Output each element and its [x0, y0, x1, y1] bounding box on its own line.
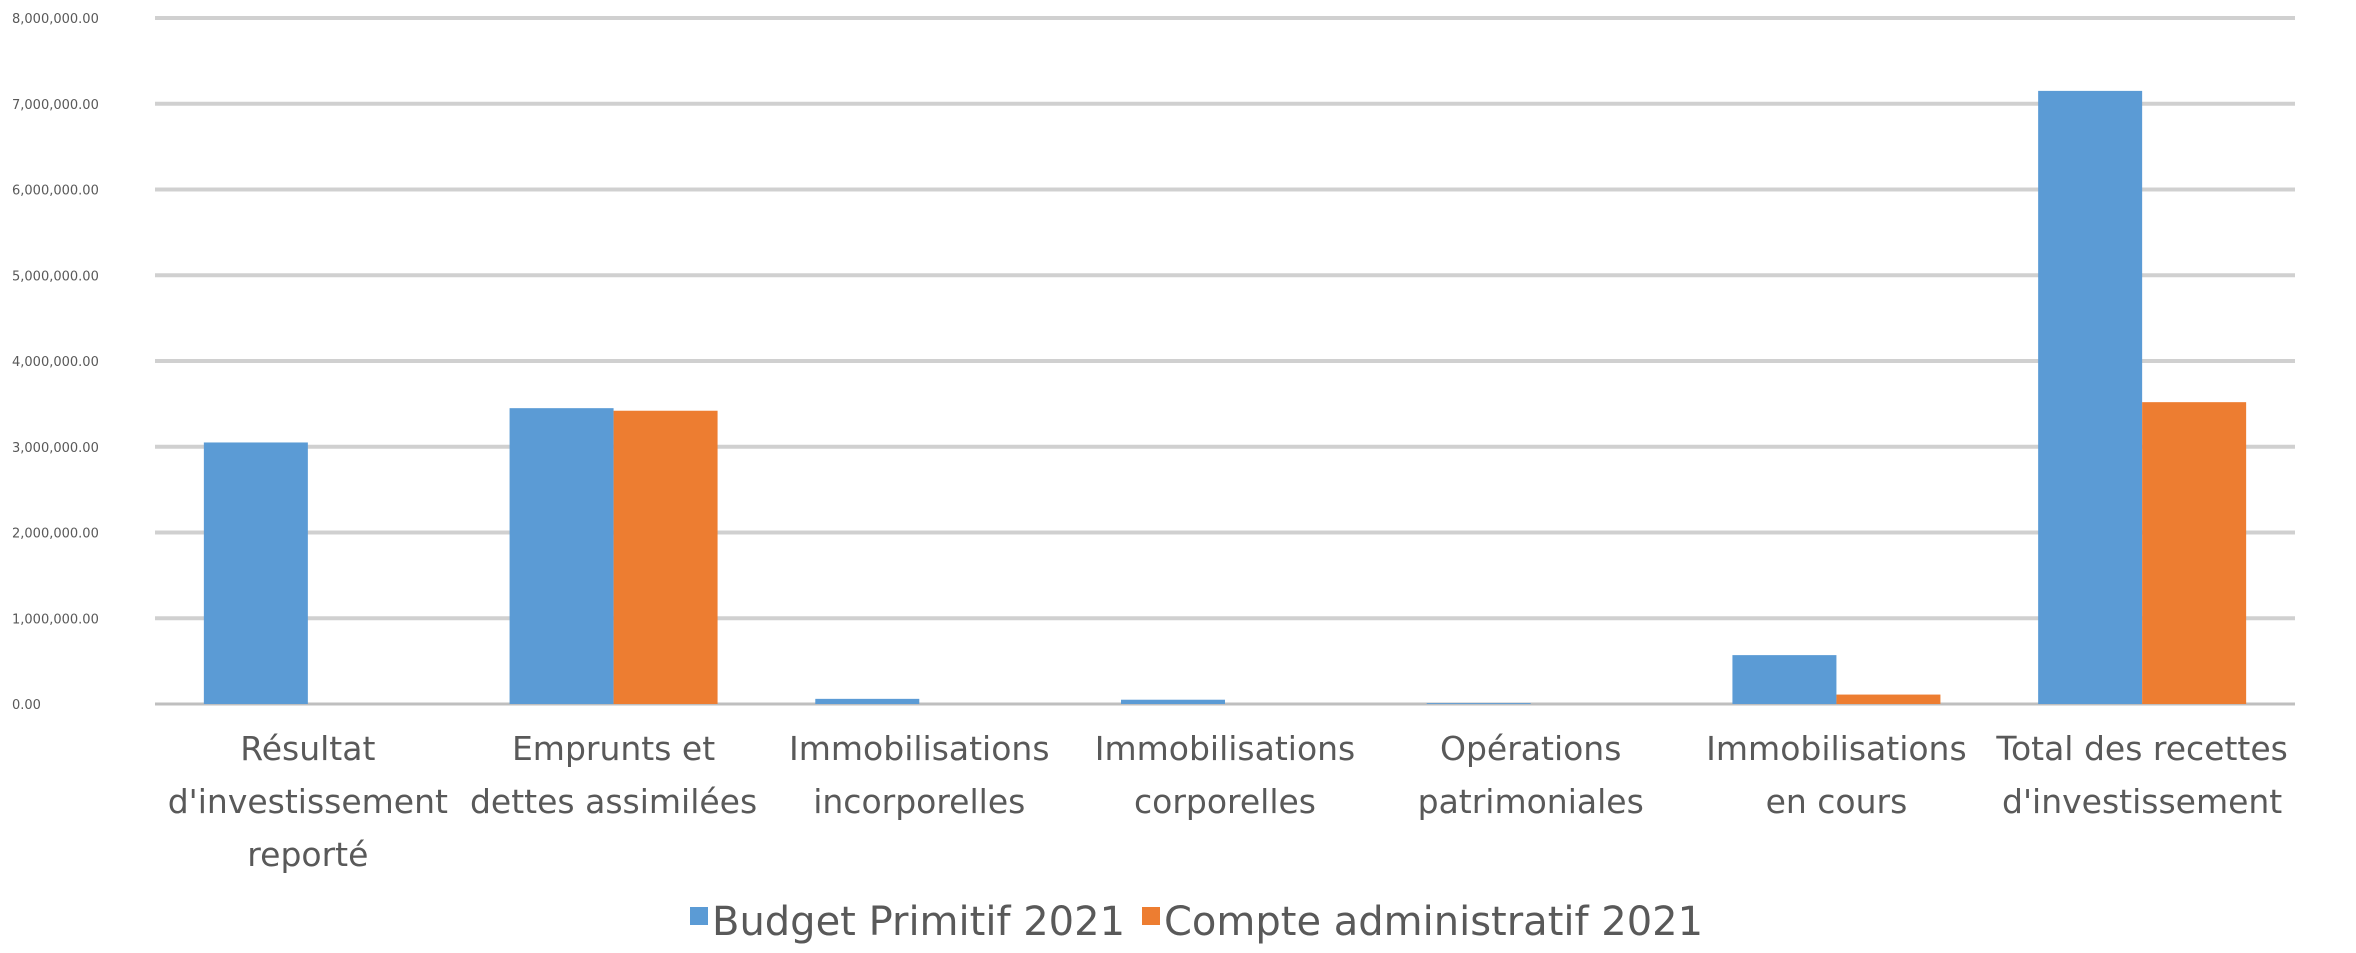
x-category-label: Opérations patrimoniales — [1418, 729, 1644, 821]
legend-label: Compte administratif 2021 — [1164, 899, 1703, 945]
y-axis-tick-labels: 0.00 1,000,000.00 2,000,000.00 3,000,000.00… — [12, 12, 99, 713]
y-tick-label: 0.00 — [12, 698, 41, 713]
legend-swatch — [1142, 907, 1160, 925]
bar-compte-administratif — [1836, 694, 1941, 704]
legend-label: Budget Primitif 2021 — [712, 899, 1125, 945]
x-category-label: Total des recettes d'investissement — [1995, 729, 2287, 821]
legend-swatch — [690, 907, 708, 925]
x-category-label: Emprunts et dettes assimilées — [470, 729, 757, 821]
bar-compte-administratif — [2142, 402, 2247, 704]
bar-budget-primitif — [203, 442, 308, 704]
bar-budget-primitif — [1732, 655, 1837, 704]
legend: Budget Primitif 2021 Compte administratif… — [690, 899, 1703, 945]
x-category-label: Immobilisations incorporelles — [789, 729, 1050, 821]
y-tick-label: 3,000,000.00 — [12, 441, 99, 456]
bar-compte-administratif — [613, 410, 718, 704]
bar-budget-primitif — [1121, 699, 1225, 704]
x-category-label: Immobilisations corporelles — [1095, 729, 1356, 821]
y-tick-label: 7,000,000.00 — [12, 98, 99, 113]
bar-budget-primitif — [1426, 703, 1531, 704]
y-tick-label: 5,000,000.00 — [12, 269, 99, 284]
bar-budget-primitif — [815, 698, 920, 704]
y-tick-label: 1,000,000.00 — [12, 612, 99, 627]
y-tick-label: 2,000,000.00 — [12, 527, 99, 542]
y-tick-label: 6,000,000.00 — [12, 184, 99, 199]
bars — [203, 90, 2247, 704]
x-axis-category-labels: Résultat d'investissement reportéEmprunts … — [168, 729, 2288, 874]
x-category-label: Immobilisations en cours — [1706, 729, 1967, 821]
x-category-label: Résultat d'investissement reporté — [168, 729, 448, 874]
y-tick-label: 4,000,000.00 — [12, 355, 99, 370]
bar-budget-primitif — [2038, 90, 2143, 704]
y-tick-label: 8,000,000.00 — [12, 12, 99, 27]
gridlines — [155, 16, 2295, 706]
bar-budget-primitif — [509, 408, 614, 704]
